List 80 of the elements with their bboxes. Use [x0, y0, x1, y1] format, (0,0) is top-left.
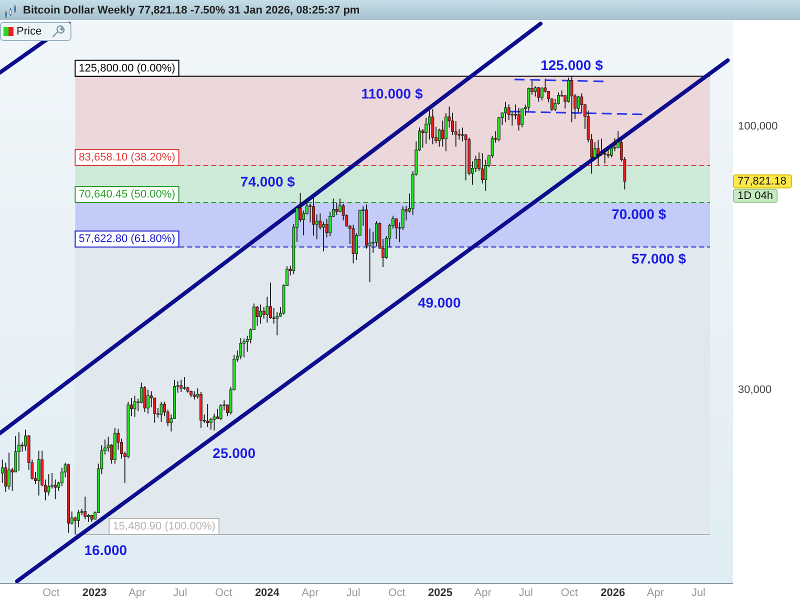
candlestick [37, 450, 40, 496]
candlestick [269, 282, 272, 320]
candlestick [603, 148, 606, 164]
x-tick-label: Oct [560, 587, 578, 599]
ref-line-label: 83,658.10 (38.20%) [78, 152, 176, 164]
ref-line-label: 15,480.90 (100.00%) [112, 520, 216, 532]
ref-line-label: 125,800.00 (0.00%) [78, 62, 176, 74]
candlestick [239, 338, 242, 360]
candlestick [338, 198, 342, 213]
x-tick-label: Apr [128, 587, 146, 599]
annotation: 49.000 [418, 294, 461, 311]
text: 77,821.18 [738, 175, 786, 188]
x-tick-label: 2026 [600, 587, 626, 599]
x-tick-label: Oct [42, 587, 60, 599]
candlestick [143, 386, 146, 412]
annotation: 57.000 $ [632, 250, 686, 267]
candlestick [212, 413, 216, 431]
candlestick [394, 218, 398, 240]
candlestick [242, 338, 246, 358]
candlestick [276, 312, 279, 336]
x-tick-label: Apr [474, 587, 492, 599]
annotation: 16.000 [84, 542, 128, 558]
candlestick [262, 306, 266, 320]
line-series [15, 58, 730, 583]
candlestick [0, 459, 4, 484]
candlestick [537, 86, 540, 102]
candlestick [146, 389, 150, 414]
candlestick [461, 127, 464, 142]
candlestick [256, 306, 259, 326]
candlestick [576, 95, 580, 113]
x-tick-label: 2025 [428, 587, 453, 599]
candlestick [133, 395, 136, 418]
ref-line-label: 57,622.80 (61.80%) [78, 233, 176, 246]
ref-line-label: 70,640.45 (50.00%) [78, 188, 176, 201]
annotation: 25.000 [212, 445, 256, 462]
y-tick-label: 100,000 [738, 120, 778, 132]
candlestick [259, 304, 262, 324]
candlestick [216, 408, 219, 420]
candlestick [47, 474, 50, 496]
annotation: 125.000 $ [540, 56, 604, 73]
x-tick-label: Jul [691, 587, 706, 599]
candlestick [570, 76, 574, 123]
x-tick-label: Jul [173, 587, 188, 599]
candlestick [517, 107, 520, 131]
legend-label: Price [16, 26, 42, 38]
candlestick [206, 404, 210, 428]
candlestick [441, 120, 444, 148]
annotation: 110.000 $ [361, 86, 423, 102]
candlestick [600, 138, 603, 156]
candlestick [8, 452, 10, 490]
candlestick [180, 379, 183, 392]
candlestick [497, 116, 500, 142]
candlestick [428, 110, 431, 140]
x-tick-label: Apr [302, 587, 320, 599]
x-tick-label: 2024 [254, 587, 280, 599]
candlestick [160, 401, 163, 422]
candlestick [84, 496, 87, 520]
chart-title: Bitcoin Dollar Weekly 77,821.18 -7.50% 31 Jan 2026, 08:25:37 pm [23, 4, 360, 16]
candlestick [504, 101, 507, 122]
candlestick [312, 196, 315, 236]
candlestick [322, 221, 325, 252]
candlestick [219, 404, 222, 421]
x-tick-label: Oct [215, 587, 232, 599]
candlestick [480, 152, 484, 184]
x-tick-label: Apr [646, 587, 664, 599]
x-tick-label: Jul [518, 587, 533, 599]
text: 1D 04h [738, 190, 773, 202]
annotation: 74.000 $ [240, 173, 296, 190]
candlestick [335, 202, 338, 216]
candlestick [74, 516, 77, 535]
annotation: 70.000 $ [612, 206, 666, 222]
candlestick [266, 296, 269, 323]
candlestick [520, 108, 524, 128]
x-tick-label: 2023 [82, 587, 107, 599]
y-tick-label: 30,000 [738, 384, 772, 396]
candlestick [596, 139, 600, 166]
x-tick-label: Oct [388, 587, 406, 599]
candlestick [17, 432, 20, 472]
candlestick [431, 108, 434, 145]
x-tick-label: Jul [346, 587, 360, 599]
